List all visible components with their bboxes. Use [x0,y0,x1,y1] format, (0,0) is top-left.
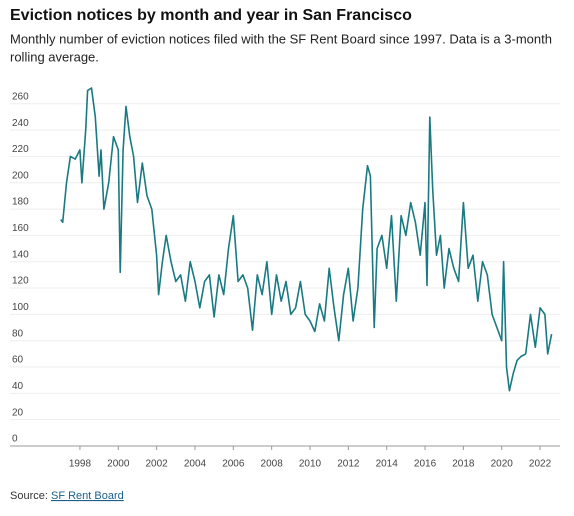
x-tick-label: 2022 [529,459,552,470]
y-tick-label: 80 [12,328,24,339]
chart-title: Eviction notices by month and year in Sa… [10,7,412,24]
y-tick-label: 140 [12,249,29,260]
line [60,87,553,392]
y-tick-label: 240 [12,118,29,129]
x-tick-label: 2012 [337,459,360,470]
y-tick-label: 200 [12,170,29,181]
x-tick-label: 2010 [299,459,322,470]
x-tick-label: 2002 [146,459,169,470]
source: Source: SF Rent Board [10,490,124,502]
y-tick-label: 160 [12,223,29,234]
x-tick-label: 2004 [184,459,207,470]
y-tick-label: 60 [12,355,24,366]
x-tick-label: 2018 [452,459,475,470]
x-tick-label: 2020 [491,459,514,470]
y-tick-label: 220 [12,144,29,155]
y-tick-label: 180 [12,197,29,208]
y-tick-label: 120 [12,276,29,287]
x-tick-label: 1998 [69,459,92,470]
y-tick-label: 20 [12,407,24,418]
chart-subtitle: rolling average. [10,49,99,64]
chart-subtitle: Monthly number of eviction notices filed… [10,31,552,46]
x-tick-label: 2008 [261,459,284,470]
x-tick-label: 2016 [414,459,437,470]
y-tick-label: 260 [12,91,29,102]
y-tick-label: 100 [12,302,29,313]
source-label: Source: [10,490,48,502]
x-tick-label: 2014 [376,459,399,470]
x-tick-label: 2006 [222,459,245,470]
source-link[interactable]: SF Rent Board [51,490,124,502]
y-tick-label: 0 [12,434,18,445]
x-tick-label: 2000 [107,459,130,470]
y-tick-label: 40 [12,381,24,392]
